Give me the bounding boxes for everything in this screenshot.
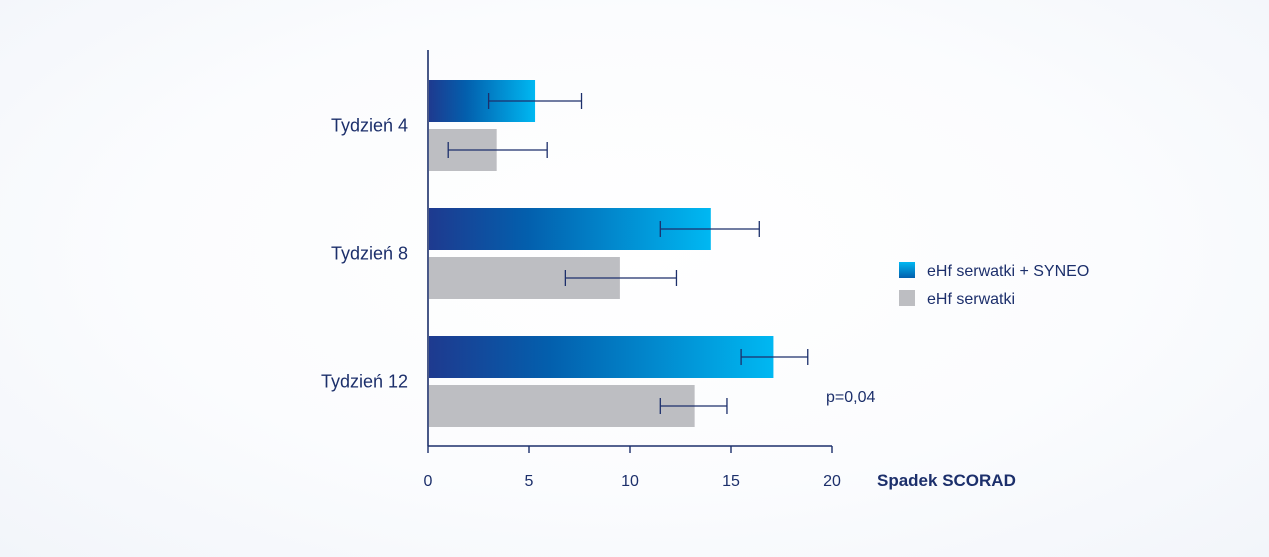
- error-bars-layer: [447, 93, 809, 414]
- category-labels-layer: Tydzień 4 Tydzień 8 Tydzień 12: [321, 116, 408, 392]
- x-ticks-layer: 0 5 10 15 20: [424, 446, 841, 490]
- error-bar-1-2: [659, 398, 728, 414]
- legend: eHf serwatki + SYNEO eHf serwatki: [899, 262, 1089, 308]
- error-bar-0-1: [659, 221, 760, 237]
- p-value-annotation: p=0,04: [826, 389, 875, 406]
- legend-swatch-syneo: [899, 262, 915, 278]
- error-bar-1-0: [447, 142, 548, 158]
- category-label-0: Tydzień 4: [331, 116, 408, 136]
- category-label-1: Tydzień 8: [331, 244, 408, 264]
- x-tick-label-1: 5: [525, 473, 534, 490]
- x-tick-label-3: 15: [722, 473, 740, 490]
- bar-syneo-2: [429, 336, 774, 378]
- legend-label-syneo: eHf serwatki + SYNEO: [927, 263, 1089, 280]
- x-tick-label-4: 20: [823, 473, 841, 490]
- legend-swatch-ehf: [899, 290, 915, 306]
- category-label-2: Tydzień 12: [321, 372, 408, 392]
- bar-ehf-2: [429, 385, 695, 427]
- x-tick-label-0: 0: [424, 473, 433, 490]
- error-bar-0-2: [740, 349, 809, 365]
- error-bar-1-1: [564, 270, 678, 286]
- error-bar-0-0: [487, 93, 583, 109]
- x-tick-label-2: 10: [621, 473, 639, 490]
- bars-layer: [429, 80, 774, 427]
- legend-label-ehf: eHf serwatki: [927, 291, 1015, 308]
- x-axis-title: Spadek SCORAD: [877, 471, 1016, 490]
